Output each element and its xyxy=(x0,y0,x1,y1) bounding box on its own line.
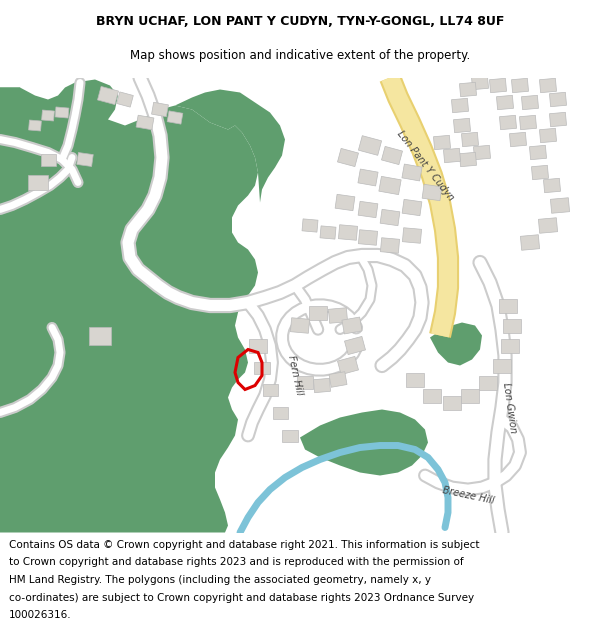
Polygon shape xyxy=(430,322,482,366)
Polygon shape xyxy=(0,88,28,158)
FancyBboxPatch shape xyxy=(433,136,451,149)
FancyBboxPatch shape xyxy=(382,146,403,164)
FancyBboxPatch shape xyxy=(460,152,476,167)
FancyBboxPatch shape xyxy=(454,118,470,132)
Text: Map shows position and indicative extent of the property.: Map shows position and indicative extent… xyxy=(130,49,470,62)
Text: Fern Hill: Fern Hill xyxy=(286,354,304,396)
FancyBboxPatch shape xyxy=(302,219,318,232)
FancyBboxPatch shape xyxy=(254,361,270,374)
FancyBboxPatch shape xyxy=(550,112,566,127)
FancyBboxPatch shape xyxy=(520,235,539,250)
FancyBboxPatch shape xyxy=(344,336,365,354)
FancyBboxPatch shape xyxy=(472,76,488,89)
Text: 100026316.: 100026316. xyxy=(9,610,71,620)
FancyBboxPatch shape xyxy=(136,115,154,130)
FancyBboxPatch shape xyxy=(422,184,442,201)
Text: HM Land Registry. The polygons (including the associated geometry, namely x, y: HM Land Registry. The polygons (includin… xyxy=(9,575,431,585)
FancyBboxPatch shape xyxy=(337,148,359,167)
FancyBboxPatch shape xyxy=(290,318,310,333)
Polygon shape xyxy=(300,409,428,476)
FancyBboxPatch shape xyxy=(328,308,347,323)
FancyBboxPatch shape xyxy=(479,376,497,389)
FancyBboxPatch shape xyxy=(539,78,557,92)
FancyBboxPatch shape xyxy=(342,317,362,334)
FancyBboxPatch shape xyxy=(313,378,331,392)
FancyBboxPatch shape xyxy=(539,128,557,142)
FancyBboxPatch shape xyxy=(499,299,517,312)
Polygon shape xyxy=(0,79,258,532)
FancyBboxPatch shape xyxy=(41,110,55,121)
FancyBboxPatch shape xyxy=(544,178,560,192)
FancyBboxPatch shape xyxy=(490,78,506,92)
FancyBboxPatch shape xyxy=(529,146,547,159)
FancyBboxPatch shape xyxy=(509,132,527,147)
FancyBboxPatch shape xyxy=(499,116,517,129)
Text: BRYN UCHAF, LON PANT Y CUDYN, TYN-Y-GONGL, LL74 8UF: BRYN UCHAF, LON PANT Y CUDYN, TYN-Y-GONG… xyxy=(96,15,504,28)
FancyBboxPatch shape xyxy=(272,406,287,419)
FancyBboxPatch shape xyxy=(329,372,347,388)
FancyBboxPatch shape xyxy=(538,217,557,233)
Text: Contains OS data © Crown copyright and database right 2021. This information is : Contains OS data © Crown copyright and d… xyxy=(9,540,479,550)
FancyBboxPatch shape xyxy=(473,146,491,159)
FancyBboxPatch shape xyxy=(402,199,422,216)
FancyBboxPatch shape xyxy=(337,356,359,374)
FancyBboxPatch shape xyxy=(358,136,382,156)
FancyBboxPatch shape xyxy=(89,326,111,344)
FancyBboxPatch shape xyxy=(493,359,511,372)
FancyBboxPatch shape xyxy=(358,169,378,186)
FancyBboxPatch shape xyxy=(249,339,267,352)
FancyBboxPatch shape xyxy=(402,164,422,181)
FancyBboxPatch shape xyxy=(423,389,441,402)
FancyBboxPatch shape xyxy=(550,92,566,107)
FancyBboxPatch shape xyxy=(28,175,48,190)
FancyBboxPatch shape xyxy=(320,226,336,239)
FancyBboxPatch shape xyxy=(55,107,69,118)
FancyBboxPatch shape xyxy=(77,152,93,166)
FancyBboxPatch shape xyxy=(451,98,469,112)
FancyBboxPatch shape xyxy=(501,339,519,352)
Text: Lon Gwion: Lon Gwion xyxy=(502,381,518,434)
FancyBboxPatch shape xyxy=(406,372,424,386)
FancyBboxPatch shape xyxy=(461,389,479,402)
FancyBboxPatch shape xyxy=(379,176,401,194)
FancyBboxPatch shape xyxy=(521,96,539,109)
FancyBboxPatch shape xyxy=(152,102,169,117)
FancyBboxPatch shape xyxy=(282,429,298,441)
FancyBboxPatch shape xyxy=(532,166,548,179)
Text: to Crown copyright and database rights 2023 and is reproduced with the permissio: to Crown copyright and database rights 2… xyxy=(9,558,464,568)
FancyBboxPatch shape xyxy=(403,228,422,243)
FancyBboxPatch shape xyxy=(97,86,119,104)
FancyBboxPatch shape xyxy=(167,111,183,124)
Text: Lon Pant Y Cudyn: Lon Pant Y Cudyn xyxy=(395,129,455,202)
Polygon shape xyxy=(0,258,32,338)
FancyBboxPatch shape xyxy=(116,92,133,107)
FancyBboxPatch shape xyxy=(443,148,461,162)
FancyBboxPatch shape xyxy=(550,198,569,213)
FancyBboxPatch shape xyxy=(358,201,378,217)
FancyBboxPatch shape xyxy=(309,306,327,319)
FancyBboxPatch shape xyxy=(335,194,355,211)
Text: co-ordinates) are subject to Crown copyright and database rights 2023 Ordnance S: co-ordinates) are subject to Crown copyr… xyxy=(9,592,474,602)
Text: Breeze Hill: Breeze Hill xyxy=(441,485,495,506)
FancyBboxPatch shape xyxy=(503,319,521,332)
FancyBboxPatch shape xyxy=(41,154,56,166)
FancyBboxPatch shape xyxy=(460,82,476,97)
FancyBboxPatch shape xyxy=(358,230,377,245)
FancyBboxPatch shape xyxy=(461,132,479,147)
FancyBboxPatch shape xyxy=(338,225,358,240)
FancyBboxPatch shape xyxy=(511,78,529,92)
FancyBboxPatch shape xyxy=(29,120,41,131)
FancyBboxPatch shape xyxy=(380,209,400,226)
FancyBboxPatch shape xyxy=(496,96,514,109)
FancyBboxPatch shape xyxy=(380,238,400,253)
FancyBboxPatch shape xyxy=(263,384,277,396)
Polygon shape xyxy=(175,89,285,202)
FancyBboxPatch shape xyxy=(520,116,536,129)
FancyBboxPatch shape xyxy=(297,376,313,389)
FancyBboxPatch shape xyxy=(443,396,461,409)
